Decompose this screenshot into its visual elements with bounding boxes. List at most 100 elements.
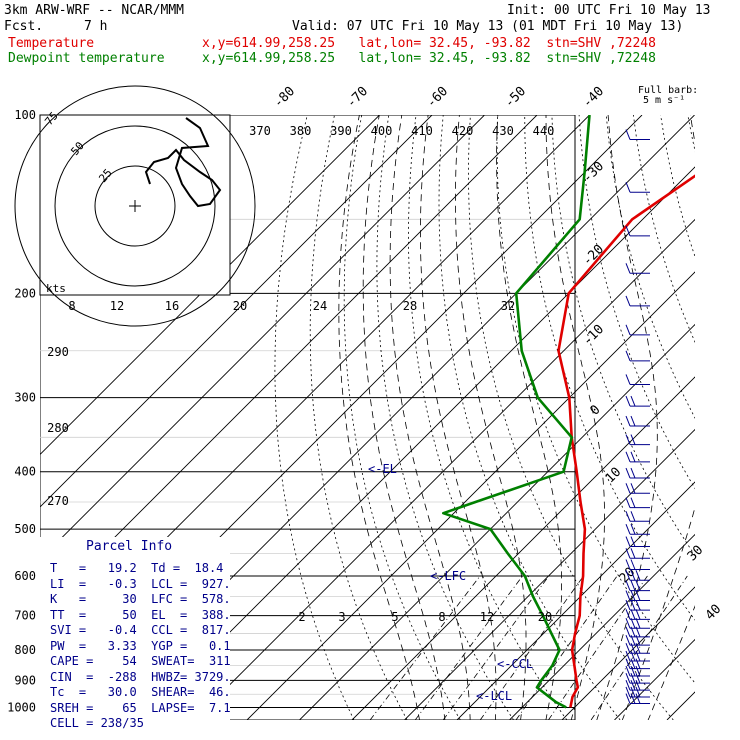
- theta-label: 410: [411, 124, 433, 138]
- moist-adiabat: [419, 115, 497, 720]
- theta-label: 400: [371, 124, 393, 138]
- wind-barb-feather: [625, 324, 631, 336]
- speed-axis-label: 32: [501, 299, 515, 313]
- parcel-info-row: SVI = -0.4 CCL = 817.: [50, 623, 231, 637]
- speed-axis-label: 16: [165, 299, 179, 313]
- dry-adiabat: [605, 115, 695, 419]
- dry-adiabat: [633, 115, 695, 344]
- dry-adiabat: [578, 115, 695, 490]
- wind-barb-feather: [635, 626, 641, 638]
- isotherm: [561, 586, 695, 720]
- parcel-info-row: CIN = -288 HWBZ= 3729.: [50, 669, 231, 684]
- wind-barb-feather: [630, 395, 636, 407]
- wind-barb-feather: [635, 679, 641, 691]
- level-marker-ccl: <-CCL: [497, 657, 533, 671]
- pressure-label-400: 400: [14, 465, 36, 479]
- wind-barb-feather: [625, 634, 631, 646]
- parcel-info-row: TT = 50 EL = 388.: [50, 607, 231, 622]
- wind-barb-feather: [625, 182, 631, 193]
- speed-axis-label: 12: [110, 299, 124, 313]
- wind-barb-feather: [625, 395, 631, 407]
- wind-barb-feather: [630, 658, 636, 669]
- wind-barb-feather: [625, 643, 631, 654]
- wind-barb-feather: [625, 225, 631, 237]
- wind-barb-feather: [625, 672, 631, 684]
- dry-adiabat: [274, 115, 355, 720]
- wind-barb-feather: [630, 634, 636, 646]
- wind-barb-feather: [630, 590, 636, 601]
- temperature-tick-label: 10: [603, 465, 625, 487]
- wind-barb-feather: [625, 609, 631, 620]
- wind-barb-feather: [635, 693, 641, 704]
- temperature-tick-label: -20: [580, 242, 607, 269]
- parcel-info-row: CAPE = 54 SWEAT= 311: [50, 654, 231, 668]
- model-title: 3km ARW-WRF -- NCAR/MMM: [4, 3, 185, 18]
- wind-barb-feather: [625, 599, 631, 611]
- wind-barb-feather: [625, 626, 631, 638]
- wind-barb-feather: [625, 559, 631, 570]
- mixing-ratio-line: [442, 575, 550, 720]
- wind-barb-feather: [625, 129, 631, 140]
- hodograph-ring: [94, 165, 176, 247]
- isotherm: [614, 638, 695, 720]
- hodograph-ring: [54, 125, 216, 287]
- wind-barb-feather: [635, 609, 641, 620]
- mixing-ratio-label: 2: [298, 610, 305, 624]
- dry-adiabat: [376, 115, 514, 720]
- wind-barb-feather: [625, 263, 631, 274]
- wind-barb-legend-units: 5 m s⁻¹: [643, 95, 685, 106]
- wind-barb-feather: [635, 618, 641, 629]
- wind-barb-feather: [625, 467, 631, 479]
- temperature-tick-label: -40: [580, 84, 607, 111]
- wind-barb-feather: [625, 451, 631, 463]
- pressure-label-500: 500: [14, 522, 36, 536]
- parcel-info-row: LI = -0.3 LCL = 927.: [50, 576, 231, 591]
- dry-adiabat: [496, 115, 695, 684]
- theta-label: 370: [249, 124, 271, 138]
- parcel-info-panel: Parcel Info: [40, 537, 230, 722]
- isotherm: [456, 481, 695, 720]
- isotherm: [351, 376, 695, 720]
- wind-barb-feather: [630, 580, 636, 591]
- dewpoint-location: x,y=614.99,258.25 lat,lon= 32.45, -93.82…: [202, 51, 656, 66]
- temperature-tick-label: -50: [502, 84, 529, 111]
- wind-barb-feather: [635, 672, 641, 684]
- forecast-hours: 7 h: [84, 19, 108, 34]
- hodograph-ring: [14, 85, 256, 327]
- wind-barb-feather: [625, 415, 631, 427]
- dry-adiabat: [343, 115, 461, 720]
- wind-barb-feather: [625, 483, 631, 494]
- wind-barb-feather: [630, 679, 636, 691]
- temperature-tick-label: -10: [580, 322, 607, 349]
- parcel-info-row: Tc = 30.0 SHEAR= 46.: [50, 685, 231, 699]
- theta-e-label: 290: [47, 345, 69, 359]
- moist-adiabat: [496, 115, 562, 720]
- wind-barb-feather: [635, 650, 641, 662]
- temperature-legend: Temperature: [8, 36, 95, 51]
- pressure-label-300: 300: [14, 391, 36, 405]
- wind-barb-feather: [630, 618, 636, 629]
- speed-axis-label: 28: [403, 299, 417, 313]
- dry-adiabat: [551, 115, 695, 557]
- moist-adiabat: [389, 115, 471, 720]
- moist-adiabat: [596, 115, 658, 720]
- parcel-info-title: Parcel Info: [86, 539, 173, 554]
- init-time: Init: 00 UTC Fri 10 May 13: [507, 3, 711, 18]
- moist-adiabat: [338, 115, 420, 720]
- dry-adiabat: [660, 115, 695, 258]
- isotherm: [40, 115, 433, 508]
- wind-barb-feather: [630, 559, 636, 570]
- isotherm: [299, 323, 695, 720]
- theta-label: 380: [290, 124, 312, 138]
- dry-adiabat: [438, 115, 621, 720]
- mixing-ratio-line: [515, 575, 618, 720]
- moist-adiabat: [454, 115, 527, 720]
- isotherm: [141, 166, 695, 720]
- parcel-info-row: CELL = 238/35: [50, 716, 144, 730]
- wind-barb-feather: [630, 451, 636, 463]
- speed-axis-label: 24: [313, 299, 327, 313]
- wind-barb-feather: [630, 548, 636, 559]
- parcel-info-row: K = 30 LFC = 578.: [50, 592, 231, 606]
- wind-barb-feather: [630, 650, 636, 662]
